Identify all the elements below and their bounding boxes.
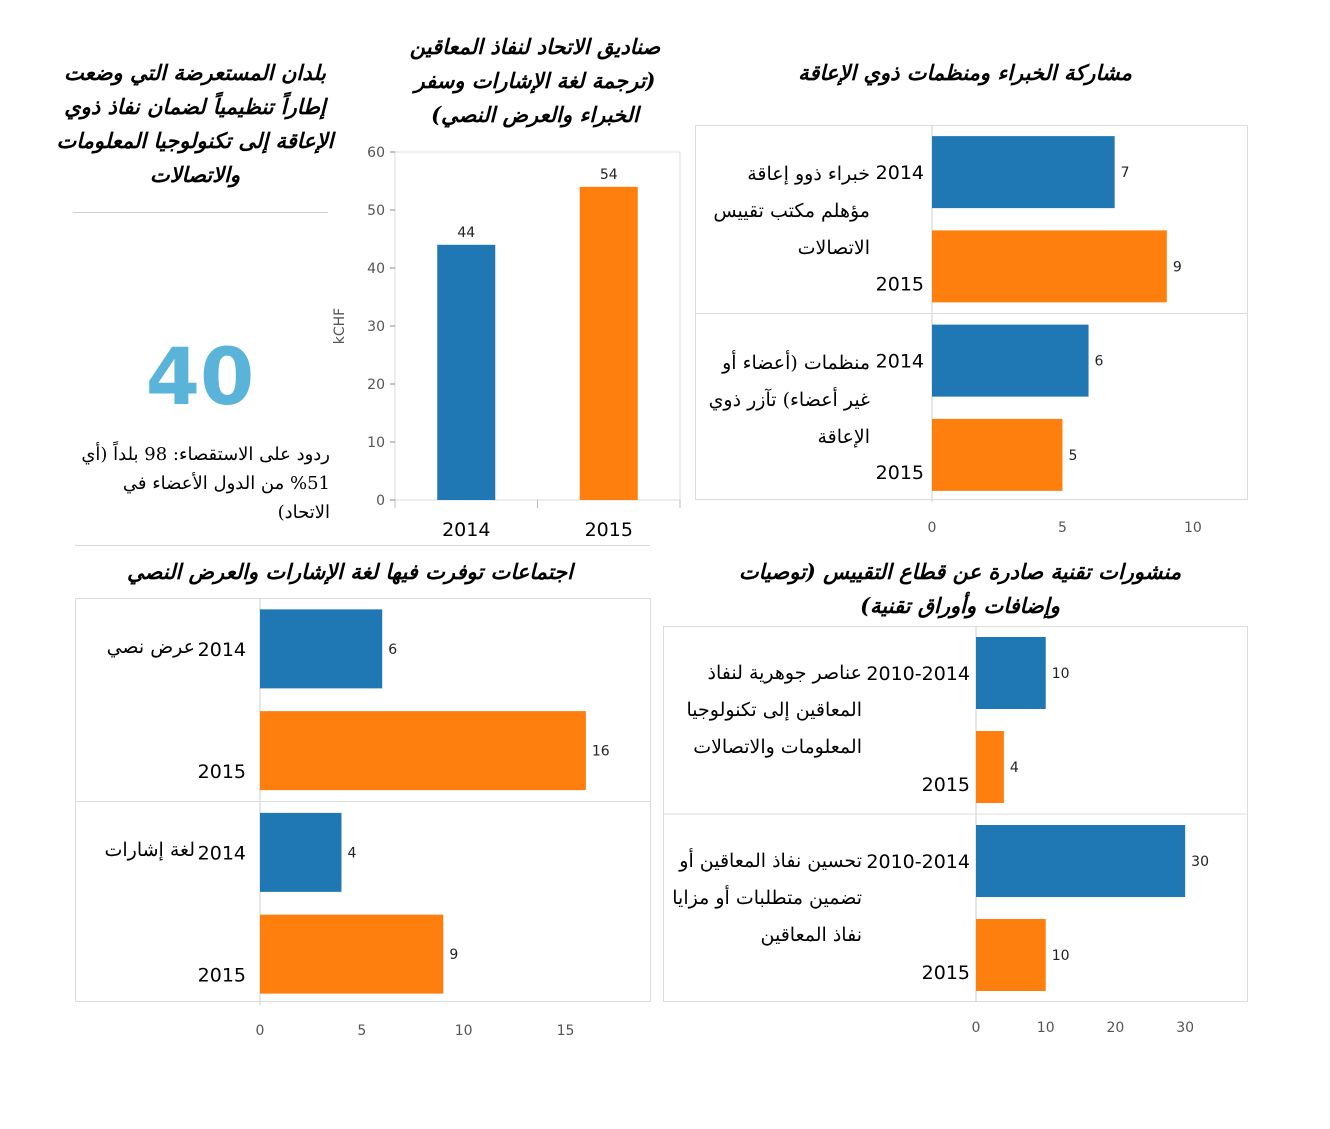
publications-year-label: 2010-2014 (866, 851, 970, 873)
publications-bar (976, 919, 1046, 991)
kpi-value: 40 (145, 333, 255, 423)
funds-svg: 0 10 20 30 40 50 60 kCHF 44 2014 54 2015 (332, 145, 681, 541)
meetings-xtick-label: 10 (455, 1023, 473, 1039)
publications-xtick-label: 0 (972, 1020, 981, 1036)
meetings-title: اجتماعات توفرت فيها لغة الإشارات والعرض … (127, 559, 573, 584)
experts-year-label: 2015 (876, 273, 924, 295)
publications-chart: 10 2010-2014 4 2015 30 2010-2014 10 2015 0 10 20 30 (660, 626, 1300, 1046)
publications-bar (976, 731, 1004, 803)
meetings-value-label: 4 (347, 845, 356, 861)
funds-bar-2014 (437, 244, 496, 500)
funds-ylabel: kCHF (332, 308, 348, 344)
section-divider (75, 545, 650, 546)
publications-value-label: 10 (1052, 666, 1070, 682)
meetings-value-label: 6 (388, 642, 397, 658)
funds-ytick-label: 20 (367, 377, 385, 393)
meetings-value-label: 16 (592, 744, 610, 760)
meetings-value-label: 9 (449, 947, 458, 963)
experts-value-label: 7 (1121, 165, 1130, 181)
publications-year-label: 2015 (922, 774, 970, 796)
funds-ytick-label: 10 (367, 435, 385, 451)
experts-title: مشاركة الخبراء ومنظمات ذوي الإعاقة (798, 60, 1132, 85)
publications-title: منشورات تقنية صادرة عن قطاع التقييس (توص… (738, 559, 1182, 618)
experts-bar (932, 230, 1167, 303)
meetings-year-label: 2014 (198, 639, 246, 661)
meetings-year-label: 2015 (198, 761, 246, 783)
meetings-group-2-label: لغة إشارات (104, 839, 195, 861)
kpi-title: بلدان المستعرضة التي وضعت إطاراً تنظيميا… (56, 60, 334, 187)
funds-title: صناديق الاتحاد لنفاذ المعاقين (ترجمة لغة… (409, 34, 661, 127)
publications-bar (976, 825, 1186, 897)
funds-ytick-label: 40 (367, 261, 385, 277)
funds-ytick-label: 60 (367, 145, 385, 161)
meetings-group-1-label: عرض نصي (106, 636, 195, 658)
funds-value-label: 44 (457, 225, 475, 241)
meetings-bar (260, 914, 444, 994)
meetings-bar (260, 812, 342, 892)
funds-xtick-label: 2015 (585, 519, 633, 541)
meetings-xtick-label: 0 (256, 1023, 265, 1039)
kpi-divider (73, 212, 328, 213)
meetings-year-label: 2015 (198, 965, 246, 987)
publications-value-label: 4 (1010, 760, 1019, 776)
meetings-year-label: 2014 (198, 842, 246, 864)
experts-year-label: 2014 (876, 351, 924, 373)
funds-ytick-label: 0 (376, 493, 385, 509)
meetings-panel (75, 598, 651, 1002)
publications-year-label: 2010-2014 (866, 663, 970, 685)
kpi-note: ردود على الاستقصاء: 98 بلداً (أي 51% من … (81, 444, 330, 523)
publications-xtick-label: 10 (1037, 1020, 1055, 1036)
experts-year-label: 2014 (876, 162, 924, 184)
experts-group-1-label: خبراء ذوو إعاقة مؤهلم مكتب تقييس الاتصال… (713, 163, 870, 259)
publications-group-2-label: تحسين نفاذ المعاقين أو تضمين متطلبات أو … (672, 850, 862, 946)
experts-xtick-label: 10 (1184, 520, 1202, 536)
experts-svg: 7 2014 9 2015 6 2014 5 2015 0 5 10 (695, 125, 1247, 536)
experts-chart: 7 2014 9 2015 6 2014 5 2015 0 5 10 (690, 125, 1290, 545)
experts-group-2-label: منظمات (أعضاء أو غير أعضاء) تآزر ذوي الإ… (708, 352, 870, 448)
experts-value-label: 9 (1173, 259, 1182, 275)
experts-year-label: 2015 (876, 462, 924, 484)
funds-bar-2015 (579, 186, 638, 501)
experts-xtick-label: 0 (928, 520, 937, 536)
meetings-xtick-label: 15 (557, 1023, 575, 1039)
experts-bar (932, 324, 1089, 397)
funds-value-label: 54 (600, 167, 618, 183)
publications-xtick-label: 20 (1107, 1020, 1125, 1036)
experts-xtick-label: 5 (1058, 520, 1067, 536)
publications-group-1-label: عناصر جوهرية لنفاذ المعاقين إلى تكنولوجي… (686, 662, 862, 758)
meetings-chart: 6 2014 16 2015 4 2014 9 2015 0 5 10 15 (70, 598, 670, 1043)
experts-panel (695, 125, 1248, 500)
publications-svg: 10 2010-2014 4 2015 30 2010-2014 10 2015 0 10 20 30 (663, 626, 1248, 1036)
meetings-xtick-label: 5 (357, 1023, 366, 1039)
publications-value-label: 10 (1052, 948, 1070, 964)
experts-bar (932, 136, 1115, 209)
funds-chart: 0 10 20 30 40 50 60 kCHF 44 2014 54 2015 (330, 140, 690, 560)
publications-year-label: 2015 (922, 962, 970, 984)
meetings-svg: 6 2014 16 2015 4 2014 9 2015 0 5 10 15 (75, 598, 650, 1039)
meetings-bar (260, 609, 383, 689)
funds-xtick-label: 2014 (442, 519, 490, 541)
funds-ytick-label: 30 (367, 319, 385, 335)
experts-value-label: 6 (1095, 354, 1104, 370)
publications-bar (976, 637, 1046, 709)
publications-xtick-label: 30 (1176, 1020, 1194, 1036)
experts-value-label: 5 (1068, 448, 1077, 464)
meetings-bar (260, 711, 586, 791)
funds-ytick-label: 50 (367, 203, 385, 219)
experts-bar (932, 418, 1063, 491)
publications-value-label: 30 (1191, 854, 1209, 870)
